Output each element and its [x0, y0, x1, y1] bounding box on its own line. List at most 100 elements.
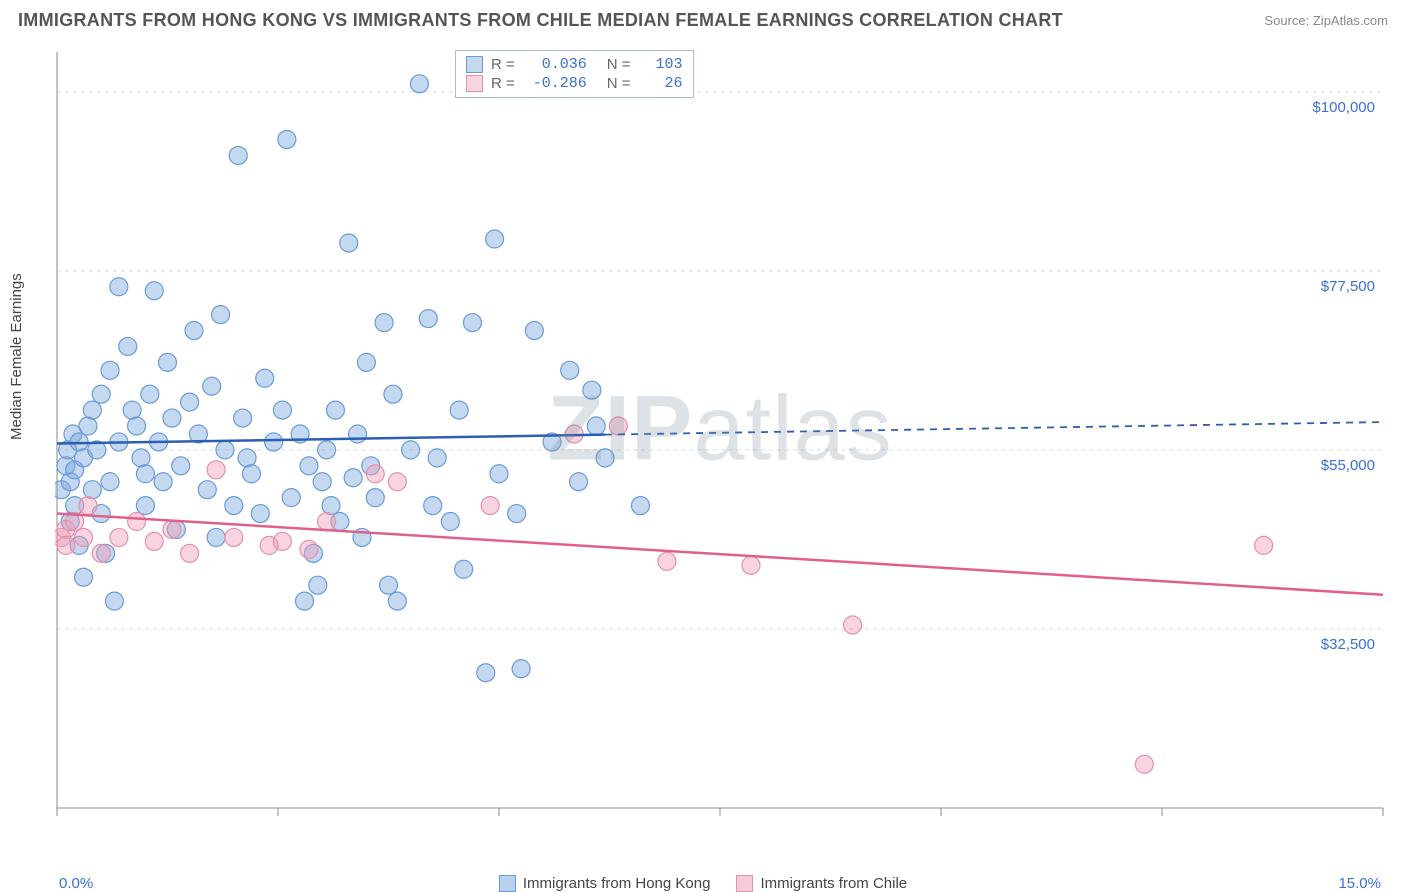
series-legend: Immigrants from Hong Kong Immigrants from… [0, 875, 1406, 892]
scatter-point [225, 497, 243, 515]
scatter-point [309, 576, 327, 594]
scatter-point [570, 473, 588, 491]
y-tick-label: $77,500 [1321, 278, 1375, 295]
scatter-point [273, 532, 291, 550]
scatter-point [273, 401, 291, 419]
legend-label: Immigrants from Chile [760, 875, 907, 892]
scatter-point [609, 417, 627, 435]
scatter-point [388, 592, 406, 610]
scatter-point [163, 409, 181, 427]
scatter-point [313, 473, 331, 491]
scatter-point [181, 544, 199, 562]
scatter-point [225, 528, 243, 546]
stat-n-label: N = [607, 56, 631, 73]
scatter-point [83, 401, 101, 419]
legend-label: Immigrants from Hong Kong [523, 875, 711, 892]
scatter-point [265, 433, 283, 451]
scatter-point [583, 381, 601, 399]
stats-legend-row: R =-0.286N =26 [466, 74, 683, 93]
y-axis-label: Median Female Earnings [8, 273, 25, 440]
scatter-point [172, 457, 190, 475]
scatter-point [79, 417, 97, 435]
scatter-point [742, 556, 760, 574]
scatter-point [278, 131, 296, 149]
scatter-point [57, 536, 75, 554]
scatter-point [419, 310, 437, 328]
scatter-point [282, 489, 300, 507]
scatter-point [75, 568, 93, 586]
scatter-point [145, 282, 163, 300]
scatter-point [388, 473, 406, 491]
scatter-point [375, 314, 393, 332]
scatter-point [154, 473, 172, 491]
scatter-point [110, 278, 128, 296]
scatter-point [596, 449, 614, 467]
scatter-point [366, 465, 384, 483]
scatter-point [490, 465, 508, 483]
source-label: Source: [1264, 13, 1309, 28]
stat-r-value: 0.036 [527, 56, 587, 73]
y-tick-label: $100,000 [1312, 99, 1375, 116]
scatter-point [463, 314, 481, 332]
scatter-point [424, 497, 442, 515]
correlation-stats-legend: R =0.036N =103R =-0.286N =26 [455, 50, 694, 98]
scatter-point [402, 441, 420, 459]
stat-r-label: R = [491, 75, 515, 92]
scatter-point [212, 306, 230, 324]
scatter-point [384, 385, 402, 403]
scatter-point [185, 322, 203, 340]
scatter-point [203, 377, 221, 395]
scatter-point [136, 465, 154, 483]
scatter-point [136, 497, 154, 515]
scatter-point [128, 513, 146, 531]
scatter-point [525, 322, 543, 340]
scatter-point [322, 497, 340, 515]
scatter-point [234, 409, 252, 427]
regression-line [57, 514, 1383, 595]
scatter-point [300, 457, 318, 475]
scatter-point [631, 497, 649, 515]
scatter-point [238, 449, 256, 467]
scatter-point [349, 425, 367, 443]
scatter-point [128, 417, 146, 435]
scatter-point [83, 481, 101, 499]
legend-swatch [466, 56, 483, 73]
legend-swatch [499, 875, 516, 892]
scatter-point [159, 353, 177, 371]
scatter-point [318, 513, 336, 531]
scatter-point [326, 401, 344, 419]
scatter-point [110, 528, 128, 546]
legend-item: Immigrants from Chile [736, 875, 907, 892]
scatter-point [101, 473, 119, 491]
scatter-point [207, 461, 225, 479]
scatter-point [181, 393, 199, 411]
scatter-point [132, 449, 150, 467]
source-name: ZipAtlas.com [1313, 13, 1388, 28]
scatter-point [300, 540, 318, 558]
scatter-point [380, 576, 398, 594]
legend-swatch [736, 875, 753, 892]
scatter-point [410, 75, 428, 93]
scatter-chart-svg: $100,000$77,500$55,000$32,500 [55, 50, 1385, 840]
scatter-point [296, 592, 314, 610]
scatter-point [256, 369, 274, 387]
stats-legend-row: R =0.036N =103 [466, 55, 683, 74]
scatter-point [141, 385, 159, 403]
scatter-point [340, 234, 358, 252]
y-tick-label: $32,500 [1321, 636, 1375, 653]
scatter-point [477, 664, 495, 682]
scatter-point [1255, 536, 1273, 554]
chart-title: IMMIGRANTS FROM HONG KONG VS IMMIGRANTS … [18, 10, 1063, 31]
scatter-point [92, 385, 110, 403]
scatter-point [92, 544, 110, 562]
source-attribution: Source: ZipAtlas.com [1264, 13, 1388, 28]
scatter-point [357, 353, 375, 371]
scatter-point [512, 660, 530, 678]
scatter-point [587, 417, 605, 435]
scatter-point [145, 532, 163, 550]
scatter-point [844, 616, 862, 634]
scatter-point [450, 401, 468, 419]
scatter-point [229, 146, 247, 164]
scatter-point [481, 497, 499, 515]
stat-r-value: -0.286 [527, 75, 587, 92]
